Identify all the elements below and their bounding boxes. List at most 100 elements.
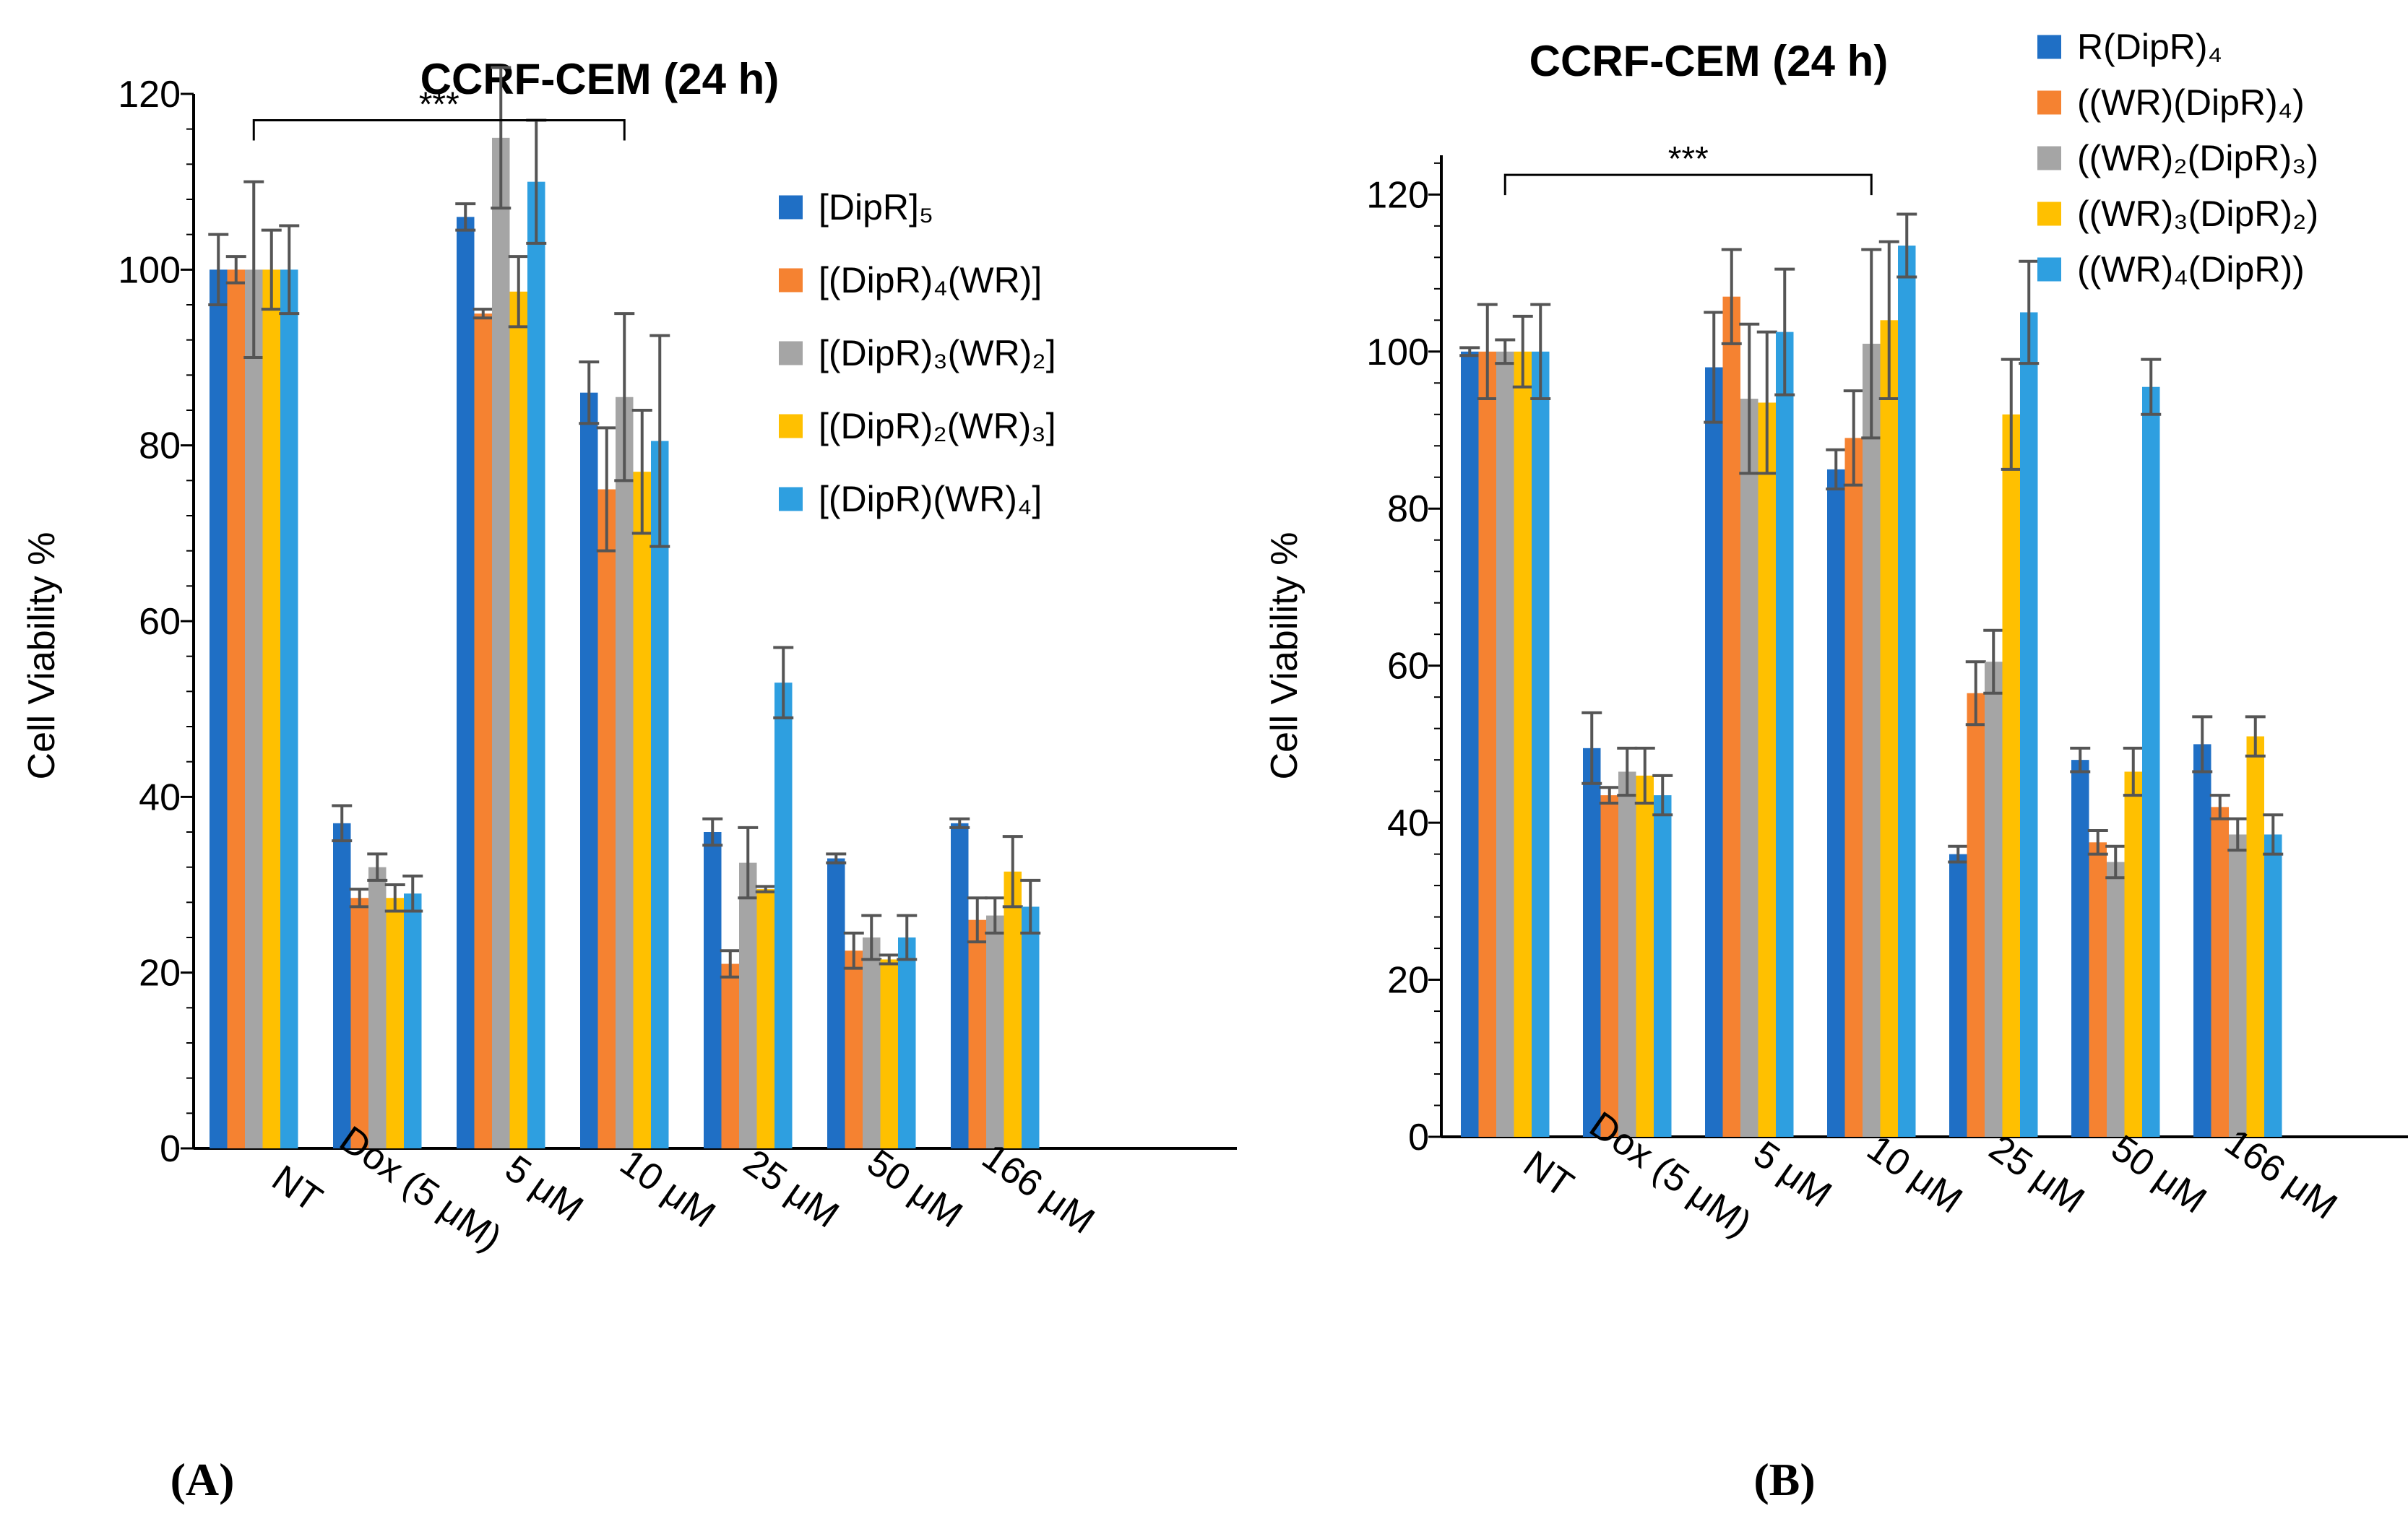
panel-b-legend-label: R(DipR)₄ [2077,27,2222,67]
panel-a-bar [527,181,545,1149]
panel-a-bar [386,898,404,1148]
panel-b-significance-bracket [1503,173,1873,196]
panel-a-bar [721,963,739,1148]
panel-b-legend-swatch [2037,90,2061,115]
panel-a-y-axis-label: Cell Viability % [21,532,63,780]
panel-a-legend-label: [(DipR)₃(WR)₂] [819,333,1056,373]
panel-a-bar [457,217,475,1148]
panel-a-bar [227,269,245,1148]
panel-b-bar [1705,367,1723,1138]
panel-b-x-tick-label: 10 μM [1860,1127,1970,1222]
panel-b-bar [1636,775,1654,1137]
panel-b-x-tick-label: 25 μM [1982,1127,2092,1222]
panel-a-y-tick-label: 0 [160,1128,181,1170]
panel-a-y-tick-label: 100 [118,249,181,291]
panel-a-x-tick-label: 50 μM [860,1142,970,1236]
panel-b-bar [2107,862,2125,1137]
panel-a-bar [827,858,845,1148]
panel-b-legend-label: ((WR)(DipR)₄) [2077,82,2305,123]
panel-a-bar [739,862,757,1148]
panel-b-title: CCRF-CEM (24 h) [1529,37,1889,85]
panel-a-bar [474,313,492,1149]
panel-b-bar [1461,351,1479,1137]
panel-b-bar [2124,771,2142,1137]
panel-a-bar [986,915,1004,1148]
panel-b-bar [1863,343,1881,1138]
panel-b-bar [1654,795,1672,1137]
panel-a-legend-swatch [779,195,803,220]
panel-a-significance-bracket [252,119,626,141]
panel-b-y-tick-label: 120 [1366,174,1429,216]
panel-b-bar [1880,320,1898,1137]
panel-b-bar [1514,351,1532,1137]
panel-a-bar [333,823,351,1148]
panel-a-bar [774,683,793,1148]
panel-a-bar [1004,871,1022,1148]
panel-a-y-tick-label: 40 [139,776,181,818]
panel-b-bar [1967,693,1985,1137]
panel-a-x-tick-label: 10 μM [613,1142,723,1236]
panel-a-y-tick-label: 20 [139,953,181,995]
panel-a-bar [633,472,651,1148]
panel-b-bar [1618,771,1636,1137]
panel-b-legend-swatch [2037,257,2061,282]
panel-a-bar [210,269,228,1148]
panel-b-legend-swatch [2037,202,2061,226]
panel-b-bar [1600,795,1618,1137]
panel-b-x-tick-label: NT [1516,1143,1581,1205]
panel-a-bar [845,950,863,1148]
panel-b-legend-label: ((WR)₄(DipR)) [2077,249,2305,290]
panel-b-bar [1740,399,1758,1137]
panel-b-bar [1583,748,1601,1137]
panel-a-bar [704,832,722,1148]
panel-b-bar [1496,351,1514,1137]
panel-b-bar [2229,834,2247,1137]
panel-a-chart: CCRF-CEM (24 h) Cell Viability % (A) 0 20… [21,55,1237,1505]
panel-b-bar [2020,312,2038,1138]
panel-a-y-tick-label: 60 [139,601,181,643]
panel-a-legend-swatch [779,268,803,293]
panel-b-y-tick-label: 40 [1387,802,1429,844]
panel-a-bar [245,269,263,1148]
panel-b-bar [2089,842,2107,1137]
panel-a-bar [597,489,616,1148]
panel-b-bar [1478,351,1496,1137]
panel-b-legend-label: ((WR)₃(DipR)₂) [2077,194,2318,234]
panel-a-y-tick-label: 120 [118,74,181,116]
panel-b-legend-label: ((WR)₂(DipR)₃) [2077,138,2318,178]
panel-b-y-tick-label: 100 [1366,332,1429,373]
panel-b-bar [1758,402,1776,1137]
panel-a-bar [280,269,298,1148]
panel-a-x-tick-label: 5 μM [498,1148,591,1230]
panel-a-bar [616,397,634,1148]
panel-b-legend-swatch [2037,146,2061,170]
panel-a-bar [1022,906,1040,1148]
panel-a-significance-label: *** [419,86,459,124]
panel-a-legend-swatch [779,487,803,511]
panel-a-legend-label: [(DipR)₄(WR)] [819,260,1042,300]
panel-a-bar [651,441,669,1148]
panel-a-bar [951,823,969,1148]
panel-a-bar [404,893,422,1148]
panel-b-y-tick-label: 60 [1387,646,1429,688]
panel-a-bar [898,937,916,1148]
panel-b-bar [2264,834,2282,1137]
panel-b-x-tick-label: 50 μM [2104,1127,2214,1222]
panel-a-bar [880,959,898,1148]
panel-a-x-tick-label: NT [264,1157,329,1220]
panel-b-y-tick-label: 80 [1387,488,1429,530]
panel-b-bar [1898,246,1916,1137]
panel-b-bar [1827,469,1845,1137]
panel-b-x-tick-label: 5 μM [1746,1133,1839,1216]
panel-b-y-tick-label: 0 [1408,1117,1429,1158]
panel-a-bar [863,937,881,1148]
panel-a-y-tick-label: 80 [139,425,181,467]
panel-b-bar [1844,438,1863,1137]
panel-b-chart: CCRF-CEM (24 h) Cell Viability % (B) 0 20… [1264,27,2408,1505]
panel-b-bar [2211,807,2229,1137]
panel-a-bar [492,137,510,1148]
panel-a-bar [368,867,387,1148]
panel-b-bar [2142,386,2160,1137]
panel-a-x-tick-label: 166 μM [975,1135,1102,1242]
